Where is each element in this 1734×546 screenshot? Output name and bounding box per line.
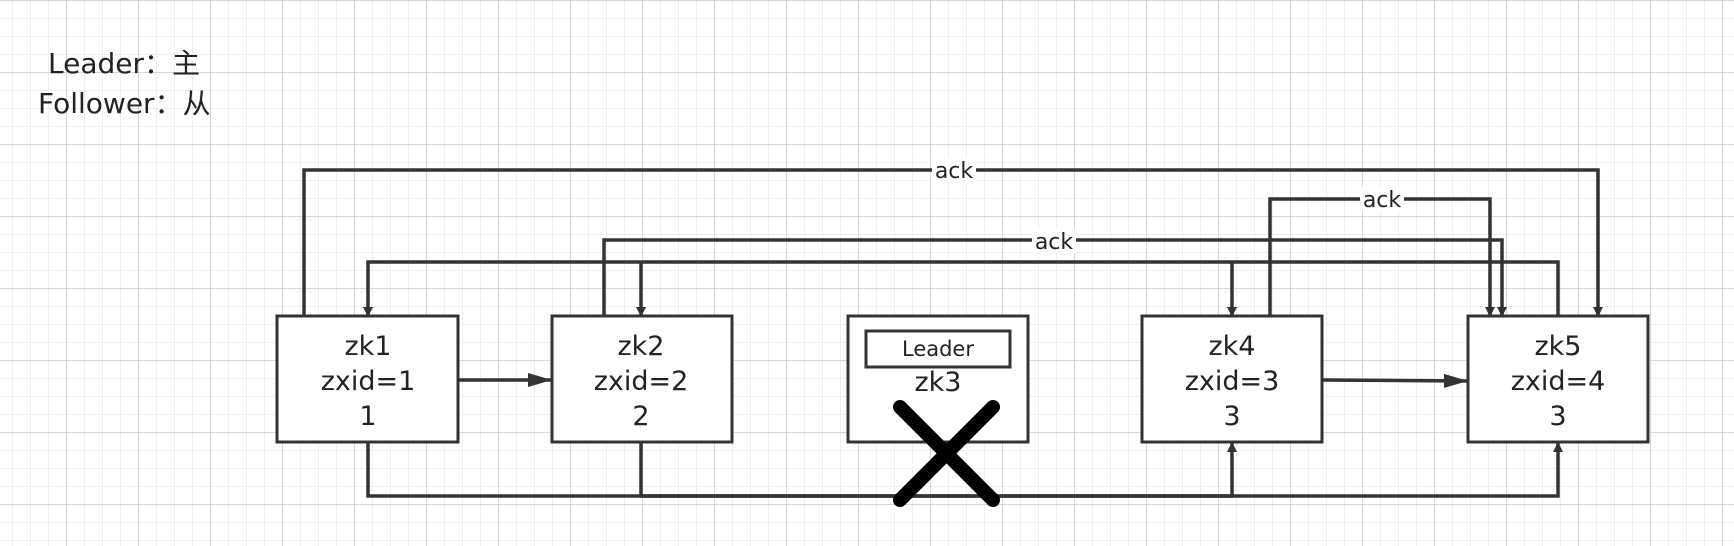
node-zk1-name: zk1 [345, 331, 392, 362]
node-zk1: zk1 zxid=1 1 [275, 314, 460, 444]
node-zk3-name: zk3 [915, 367, 962, 398]
node-zk4: zk4 zxid=3 3 [1140, 314, 1324, 444]
edge-top-zk5-zk1 [363, 260, 1560, 317]
edge-label-ack-zk2-zk5: ack [1032, 229, 1076, 255]
legend-follower: Follower：从 [38, 87, 211, 120]
edge-bottom-zk1-zk4 [366, 442, 1237, 498]
node-zk5-vote: 3 [1549, 401, 1566, 432]
edge-zk4-zk5 [1322, 373, 1468, 388]
node-zk5: zk5 zxid=4 3 [1466, 314, 1650, 444]
node-zk1-zxid: zxid=1 [321, 366, 416, 397]
node-zk2-zxid: zxid=2 [594, 366, 689, 397]
svg-text:ack: ack [935, 159, 974, 184]
node-zk2-name: zk2 [618, 331, 665, 362]
crash-x-icon [893, 400, 1000, 507]
node-zk5-zxid: zxid=4 [1511, 366, 1606, 397]
edge-label-ack-zk1-zk5: ack [932, 158, 976, 184]
node-zk2-vote: 2 [632, 401, 649, 432]
node-zk5-name: zk5 [1535, 331, 1582, 362]
node-zk4-vote: 3 [1223, 401, 1240, 432]
edge-ack-zk4-zk5 [1268, 197, 1495, 317]
node-zk3-leader-tag-label: Leader [902, 337, 974, 361]
node-zk2: zk2 zxid=2 2 [550, 314, 734, 444]
node-zk4-name: zk4 [1209, 331, 1256, 362]
node-zk1-vote: 1 [359, 401, 376, 432]
node-zk3: Leader zk3 [846, 314, 1030, 444]
edge-label-ack-zk4-zk5: ack [1360, 187, 1404, 213]
node-zk3-leader-tag [864, 329, 1012, 369]
svg-text:ack: ack [1035, 230, 1074, 255]
edge-bottom-zk2-zk5 [639, 442, 1563, 498]
svg-text:ack: ack [1363, 188, 1402, 213]
legend-leader: Leader：主 [48, 47, 201, 80]
node-zk4-zxid: zxid=3 [1185, 366, 1280, 397]
